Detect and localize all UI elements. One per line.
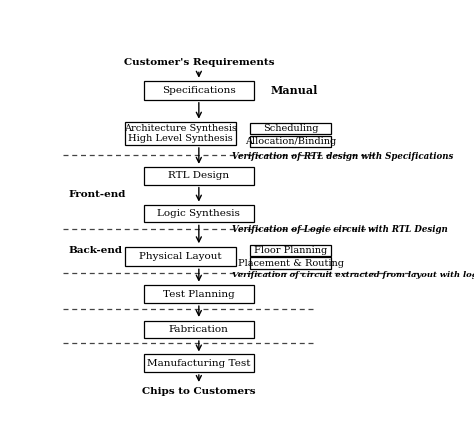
Text: Back-end: Back-end: [68, 247, 122, 255]
Bar: [144, 167, 254, 185]
Bar: [250, 245, 331, 256]
Bar: [144, 354, 254, 372]
Bar: [144, 321, 254, 338]
Bar: [125, 247, 236, 267]
Bar: [144, 81, 254, 100]
Text: Manual: Manual: [271, 85, 318, 96]
Text: Chips to Customers: Chips to Customers: [142, 387, 255, 396]
Text: Verification of Logic circuit with RTL Design: Verification of Logic circuit with RTL D…: [232, 225, 447, 235]
Text: Customer's Requirements: Customer's Requirements: [124, 58, 274, 67]
Bar: [250, 257, 331, 269]
Bar: [250, 123, 331, 134]
Text: Architecture Synthesis
High Level Synthesis: Architecture Synthesis High Level Synthe…: [124, 124, 237, 143]
Text: Physical Layout: Physical Layout: [139, 252, 222, 261]
Bar: [250, 136, 331, 147]
Text: Allocation/Binding: Allocation/Binding: [245, 137, 337, 146]
Text: Scheduling: Scheduling: [263, 124, 319, 133]
Text: Front-end: Front-end: [68, 190, 126, 199]
Text: Verification of circuit extracted from layout with logic circuit: Verification of circuit extracted from l…: [232, 271, 474, 279]
Bar: [125, 122, 236, 145]
Bar: [144, 285, 254, 303]
Text: Placement & Routing: Placement & Routing: [237, 259, 344, 267]
Text: Floor Planning: Floor Planning: [254, 246, 328, 255]
Text: RTL Design: RTL Design: [168, 171, 229, 180]
Text: Specifications: Specifications: [162, 86, 236, 95]
Text: Fabrication: Fabrication: [169, 325, 229, 334]
Text: Verification of RTL design with Specifications: Verification of RTL design with Specific…: [232, 152, 453, 161]
Text: Manufacturing Test: Manufacturing Test: [147, 359, 251, 368]
Text: Test Planning: Test Planning: [163, 290, 235, 299]
Text: Logic Synthesis: Logic Synthesis: [157, 209, 240, 218]
Bar: [144, 205, 254, 222]
